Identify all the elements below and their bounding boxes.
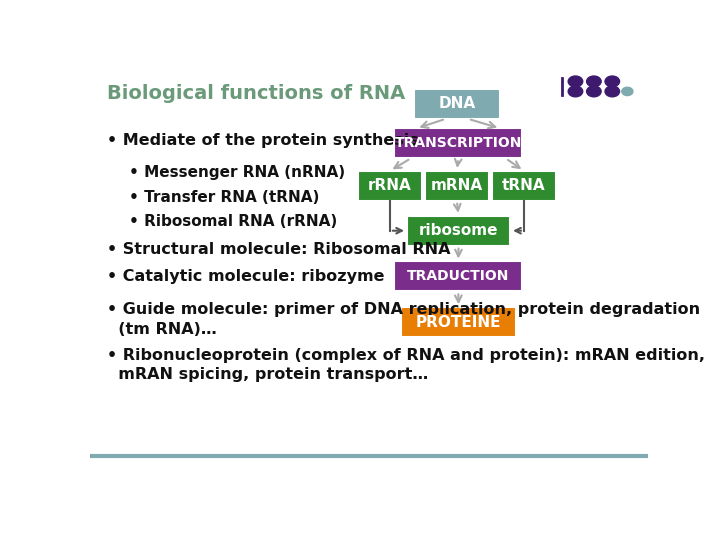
Text: • Transfer RNA (tRNA): • Transfer RNA (tRNA) (129, 190, 320, 205)
Text: • Ribonucleoprotein (complex of RNA and protein): mRAN edition,
  mRAN spicing, : • Ribonucleoprotein (complex of RNA and … (107, 348, 705, 382)
Text: mRNA: mRNA (431, 178, 483, 193)
Text: • Structural molecule: Ribosomal RNA: • Structural molecule: Ribosomal RNA (107, 241, 450, 256)
FancyBboxPatch shape (425, 171, 489, 201)
FancyBboxPatch shape (407, 216, 510, 246)
FancyBboxPatch shape (492, 171, 556, 201)
Text: tRNA: tRNA (502, 178, 546, 193)
Text: TRADUCTION: TRADUCTION (407, 269, 510, 284)
Text: • Ribosomal RNA (rRNA): • Ribosomal RNA (rRNA) (129, 214, 337, 230)
Circle shape (568, 76, 582, 87)
Text: ribosome: ribosome (419, 223, 498, 238)
Circle shape (587, 76, 601, 87)
Text: PROTEINE: PROTEINE (416, 315, 501, 330)
Circle shape (622, 87, 633, 96)
Circle shape (605, 76, 619, 87)
Text: • Mediate of the protein synthesis: • Mediate of the protein synthesis (107, 133, 418, 148)
FancyBboxPatch shape (401, 307, 516, 337)
Text: • Messenger RNA (nRNA): • Messenger RNA (nRNA) (129, 165, 345, 180)
Circle shape (587, 86, 601, 97)
Text: rRNA: rRNA (368, 178, 412, 193)
Circle shape (605, 86, 619, 97)
Text: DNA: DNA (438, 96, 475, 111)
Text: • Guide molecule: primer of DNA replication, protein degradation
  (tm RNA)…: • Guide molecule: primer of DNA replicat… (107, 302, 700, 336)
Text: TRANSCRIPTION: TRANSCRIPTION (395, 137, 522, 150)
Text: • Catalytic molecule: ribozyme: • Catalytic molecule: ribozyme (107, 268, 384, 284)
Circle shape (568, 86, 582, 97)
FancyBboxPatch shape (394, 261, 523, 292)
Text: Biological functions of RNA: Biological functions of RNA (107, 84, 405, 103)
FancyBboxPatch shape (394, 129, 523, 158)
FancyBboxPatch shape (358, 171, 422, 201)
FancyBboxPatch shape (413, 89, 500, 119)
